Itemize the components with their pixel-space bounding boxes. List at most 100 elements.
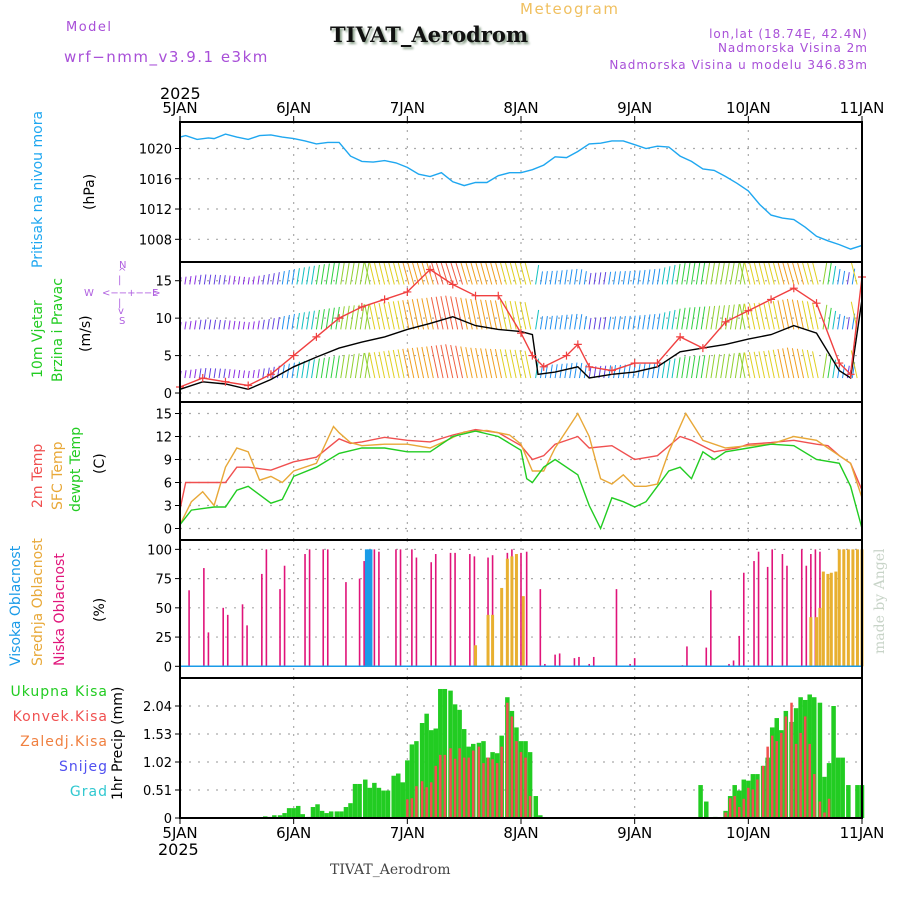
wind-arrow — [519, 350, 527, 379]
wind-arrow — [426, 346, 434, 379]
wind-arrow — [325, 308, 330, 330]
bar-konvekkisa — [747, 787, 750, 818]
wind-arrow — [262, 274, 265, 285]
wind-arrow — [725, 304, 730, 330]
bar-ukupna-kisa — [400, 782, 406, 818]
bar-niska-oblacnost — [226, 614, 229, 667]
gust-marker — [846, 370, 855, 379]
wind-arrow — [652, 313, 656, 330]
wind-arrow — [544, 316, 548, 330]
bar-niska-oblacnost — [378, 551, 380, 667]
bar-ukupna-kisa — [840, 757, 845, 818]
wind-arrow — [806, 349, 814, 379]
bar-konvekkisa — [766, 746, 769, 818]
wind-arrow — [772, 261, 780, 285]
wind-arrow — [445, 261, 454, 285]
wind-arrow — [330, 356, 335, 379]
compass-icon: N ^ | W <−−+−−> E | v S — [82, 260, 162, 330]
wind-arrow — [499, 261, 507, 285]
bar-srednja-oblacnost — [851, 549, 855, 667]
wind-arrow — [676, 357, 681, 379]
bar-ukupna-kisa — [376, 787, 382, 818]
wind-arrow — [652, 362, 656, 379]
wind-arrow — [720, 261, 725, 285]
wind-arrow — [335, 355, 340, 379]
wind-arrow — [373, 303, 381, 330]
xtick-label-top: 11JAN — [840, 99, 885, 117]
wind-arrow — [267, 318, 270, 330]
gust-marker — [812, 299, 821, 308]
wind-arrow — [407, 299, 415, 330]
wind-arrow — [806, 301, 814, 330]
wind-arrow — [681, 356, 686, 379]
wind-arrow — [569, 269, 573, 285]
wind-arrow — [247, 322, 250, 330]
bar-niska-oblacnost — [728, 663, 730, 667]
ytick-label: 0 — [164, 523, 172, 538]
bar-visoka-oblacnost — [369, 549, 373, 667]
wind-arrow — [544, 271, 548, 285]
wind-arrow — [281, 271, 285, 285]
model-elevation-label: Nadmorska Visina u modelu 346.83m — [609, 58, 868, 72]
bar-srednja-oblacnost — [826, 573, 830, 667]
wind-arrow — [494, 349, 503, 379]
bar-srednja-oblacnost — [837, 549, 841, 667]
wind-arrow — [782, 261, 790, 285]
wind-arrow — [228, 275, 231, 285]
ytick-label: 9 — [164, 454, 172, 469]
wind-arrow — [691, 355, 696, 379]
wind-arrow — [666, 266, 671, 285]
wind-arrow — [286, 314, 290, 330]
wind-arrow — [686, 307, 691, 330]
wind-arrow — [416, 261, 425, 285]
xtick-label-bottom: 7JAN — [390, 824, 425, 842]
series-wind-gust — [179, 268, 863, 388]
bar-konvekkisa — [486, 757, 490, 818]
bar-niska-oblacnost — [786, 565, 788, 667]
wind-arrow — [608, 365, 612, 379]
bar-konvekkisa — [482, 763, 485, 818]
bar-konvekkisa — [439, 754, 442, 818]
wind-arrow — [281, 364, 285, 379]
wind-arrow — [603, 271, 607, 285]
wind-arrow — [504, 261, 512, 285]
wind-arrow — [392, 301, 400, 330]
bar-ukupna-kisa — [395, 773, 401, 818]
wind-arrow — [842, 315, 846, 330]
wind-arrow — [700, 261, 706, 285]
bar-ukupna-kisa — [381, 790, 386, 818]
wind-arrow — [340, 261, 345, 285]
bar-konvekkisa — [799, 732, 802, 818]
bar-ukupna-kisa — [826, 763, 832, 818]
wind-arrow — [524, 261, 532, 285]
bar-srednja-oblacnost — [505, 558, 509, 667]
wind-arrow — [637, 315, 641, 330]
wind-arrow — [257, 320, 260, 330]
bar-konvekkisa — [425, 787, 428, 818]
wind-arrow — [744, 352, 751, 379]
gust-marker — [312, 332, 321, 341]
wind-arrow — [364, 304, 371, 330]
bar-ukupna-kisa — [698, 785, 703, 818]
bar-niska-oblacnost — [554, 654, 556, 667]
wind-arrow — [796, 261, 805, 285]
wind-arrow — [189, 369, 192, 379]
bar-niska-oblacnost — [308, 549, 311, 667]
wind-arrow — [549, 270, 553, 285]
wind-arrow — [378, 261, 386, 285]
wind-arrow — [519, 261, 527, 285]
wind-arrow — [801, 349, 809, 379]
ytick-label: 25 — [155, 631, 172, 646]
panel-precip: 0 0.51 1.02 1.53 2.04 — [143, 677, 865, 827]
bar-niska-oblacnost — [415, 557, 418, 667]
wind-arrow — [514, 349, 522, 379]
wind-arrow — [622, 271, 626, 285]
bar-niska-oblacnost — [732, 660, 735, 667]
wind-arrow — [559, 270, 563, 285]
bar-konvekkisa — [784, 716, 788, 818]
wind-arrow — [480, 261, 488, 285]
bar-konvekkisa — [515, 741, 518, 818]
bar-konvekkisa — [495, 763, 499, 818]
legend-zaledj-kisa: Zaledj.Kisa — [20, 734, 108, 750]
wind-arrow — [296, 268, 300, 285]
